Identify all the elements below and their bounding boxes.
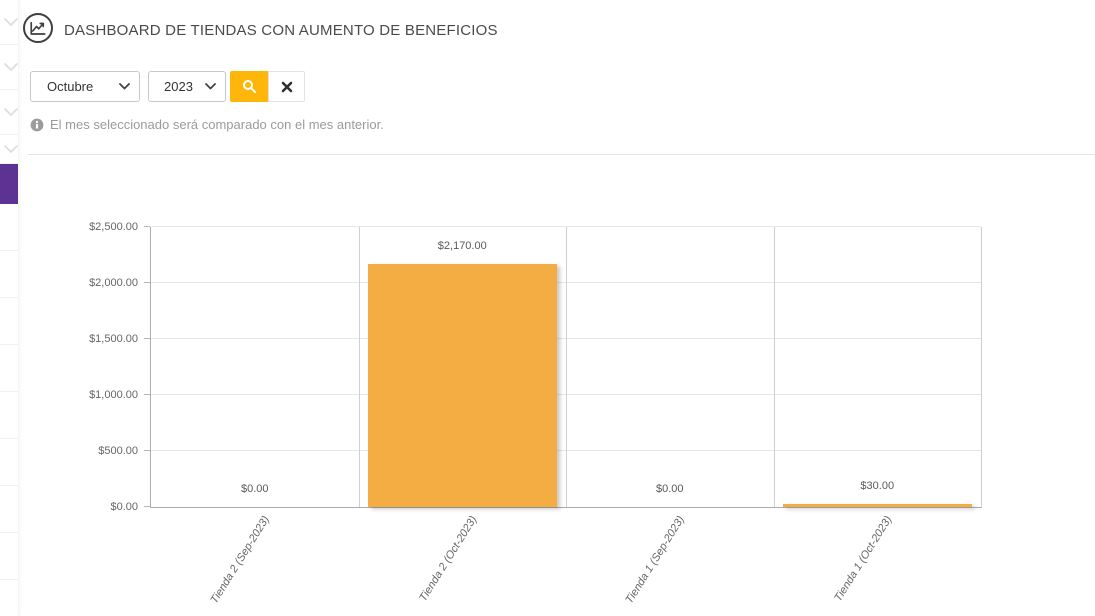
sidebar-item[interactable] bbox=[0, 45, 18, 90]
x-axis: Tienda 2 (Sep-2023) Tienda 2 (Oct-2023) Ti… bbox=[150, 508, 980, 616]
sidebar-item[interactable] bbox=[0, 533, 18, 580]
bar-value-label: $0.00 bbox=[240, 483, 269, 495]
gridline bbox=[151, 226, 981, 227]
search-button[interactable] bbox=[230, 71, 268, 102]
bar-value-label: $0.00 bbox=[655, 483, 684, 495]
column-separator bbox=[773, 227, 775, 507]
line-chart-icon bbox=[23, 13, 53, 43]
y-tick-label: $2,000.00 bbox=[89, 277, 138, 289]
x-axis-label: Tienda 1 (Oct-2023) bbox=[832, 514, 895, 604]
y-axis: $0.00 $500.00 $1,000.00 $1,500.00 $2,000.00 $… bbox=[0, 221, 150, 513]
bar-2[interactable] bbox=[367, 263, 557, 507]
bar-4[interactable] bbox=[782, 503, 972, 507]
column-separator bbox=[566, 227, 567, 507]
x-axis-label: Tienda 2 (Oct-2023) bbox=[417, 514, 480, 604]
chevron-down-icon bbox=[205, 83, 216, 90]
divider bbox=[28, 154, 1095, 155]
sidebar bbox=[0, 0, 18, 616]
bar-value-label: $2,170.00 bbox=[437, 239, 487, 252]
month-select-value: Octubre bbox=[47, 79, 94, 94]
info-icon bbox=[30, 118, 44, 132]
sidebar-item-active[interactable] bbox=[0, 164, 18, 204]
sidebar-item[interactable] bbox=[0, 251, 18, 298]
sidebar-item[interactable] bbox=[0, 298, 18, 345]
bar-value-label: $30.00 bbox=[860, 479, 895, 492]
sidebar-item[interactable] bbox=[0, 204, 18, 251]
sidebar-item[interactable] bbox=[0, 135, 18, 164]
comparison-note-text: El mes seleccionado será comparado con e… bbox=[50, 117, 384, 132]
month-select[interactable]: Octubre bbox=[30, 71, 140, 102]
y-tick bbox=[144, 394, 150, 395]
year-select[interactable]: 2023 bbox=[148, 71, 226, 102]
clear-button[interactable] bbox=[268, 71, 305, 102]
x-axis-label: Tienda 2 (Sep-2023) bbox=[208, 514, 272, 606]
magnifier-icon bbox=[242, 79, 257, 94]
sidebar-item[interactable] bbox=[0, 439, 18, 486]
y-tick-label: $1,000.00 bbox=[89, 389, 138, 401]
column-separator bbox=[358, 227, 360, 507]
y-tick bbox=[144, 226, 150, 227]
sidebar-item[interactable] bbox=[0, 580, 18, 616]
sidebar-item[interactable] bbox=[0, 345, 18, 392]
y-tick bbox=[144, 282, 150, 283]
y-tick bbox=[144, 338, 150, 339]
y-tick bbox=[144, 506, 150, 507]
page-title: DASHBOARD DE TIENDAS CON AUMENTO DE BENE… bbox=[64, 22, 498, 39]
comparison-note: El mes seleccionado será comparado con e… bbox=[30, 117, 384, 132]
plot-area: $0.00 $2,170.00 $0.00 $30.00 bbox=[150, 226, 982, 508]
sidebar-item[interactable] bbox=[0, 486, 18, 533]
y-tick-label: $0.00 bbox=[110, 501, 138, 513]
chevron-down-icon bbox=[4, 58, 18, 76]
y-tick-label: $1,500.00 bbox=[89, 333, 138, 345]
sidebar-item[interactable] bbox=[0, 0, 18, 45]
chevron-down-icon bbox=[4, 103, 18, 121]
chevron-down-icon bbox=[4, 140, 18, 158]
y-tick bbox=[144, 450, 150, 451]
sidebar-item[interactable] bbox=[0, 392, 18, 439]
sidebar-item[interactable] bbox=[0, 90, 18, 135]
x-icon bbox=[281, 81, 293, 93]
year-select-value: 2023 bbox=[164, 79, 193, 94]
y-tick-label: $500.00 bbox=[98, 445, 138, 457]
x-axis-label: Tienda 1 (Sep-2023) bbox=[623, 514, 687, 606]
y-tick-label: $2,500.00 bbox=[89, 221, 138, 233]
chevron-down-icon bbox=[4, 13, 18, 31]
chevron-down-icon bbox=[119, 83, 130, 90]
